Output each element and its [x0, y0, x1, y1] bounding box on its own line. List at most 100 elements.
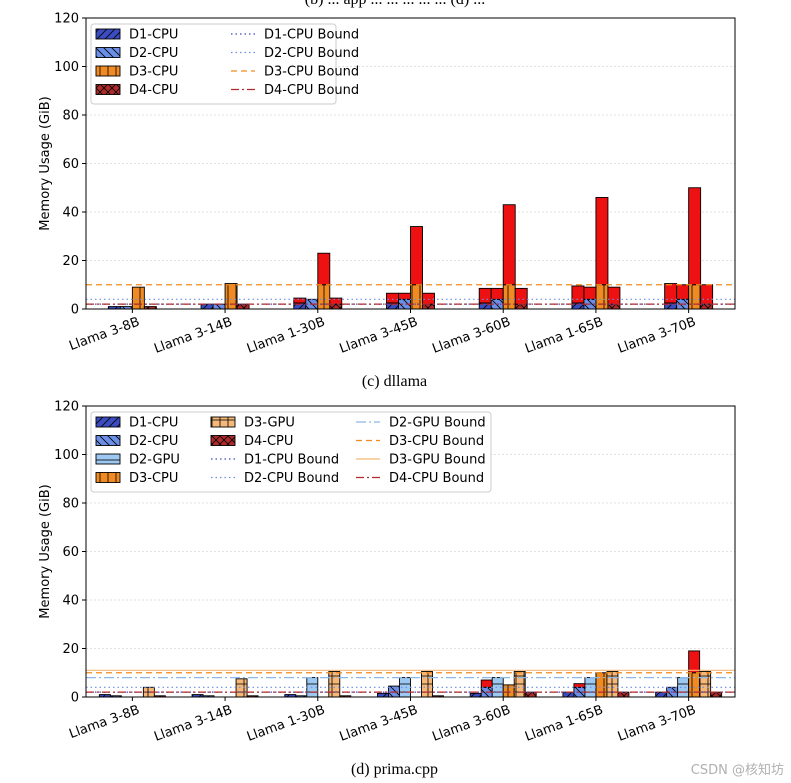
bar-overflow-d2-cpu-llama-1-65b	[573, 683, 586, 688]
y-tick-label: 40	[62, 594, 79, 609]
legend-label-d2-cpu: D2-CPU	[129, 434, 178, 449]
y-tick-label: 120	[54, 12, 79, 27]
legend-label-d3-gpu: D3-GPU	[244, 416, 295, 431]
bar-d3-cpu-llama-3-45b	[410, 284, 423, 310]
legend-label-d4-cpu-bound: D4-CPU Bound	[389, 471, 484, 486]
bar-d1-cpu-llama-3-45b	[377, 692, 389, 698]
bar-d4-cpu-llama-3-70b	[710, 691, 723, 698]
legend-label-d2-gpu-bound: D2-GPU Bound	[389, 416, 486, 431]
bar-overflow-d2-cpu-llama-3-60b	[490, 287, 504, 300]
bar-d4-cpu-llama-3-14b	[236, 303, 250, 310]
bar-d4-cpu-llama-3-45b	[422, 303, 435, 310]
legend-label-d1-cpu: D1-CPU	[129, 28, 178, 43]
legend-label-d4-cpu: D4-CPU	[244, 434, 293, 449]
bar-d4-cpu-llama-3-60b	[524, 691, 537, 698]
legend: D1-CPU D1-CPU Bound D2-CPU D2-CPU Bound D3-C…	[90, 23, 359, 105]
bar-overflow-d2-cpu-llama-3-60b	[480, 679, 493, 688]
legend-label-d4-cpu-bound: D4-CPU Bound	[264, 83, 359, 98]
x-tick-label: Llama 3-14B	[152, 703, 234, 745]
legend-label-d2-gpu: D2-GPU	[129, 453, 180, 468]
bar-d3-gpu-llama-1-65b	[606, 671, 619, 698]
legend-swatch-d1-cpu	[95, 416, 121, 428]
chart-prima-cpp: 0 20 40 60 80 100 120 Llama 3-8B Llama 3-14B Llam…	[38, 400, 736, 778]
bar-overflow-d3-cpu-llama-3-70b	[688, 650, 701, 674]
y-tick-label: 80	[62, 109, 79, 124]
bar-d3-gpu-llama-1-30b	[328, 671, 341, 698]
bar-d1-cpu-llama-3-60b	[469, 692, 482, 698]
legend-swatch-d3-cpu	[95, 472, 121, 483]
bar-overflow-d1-cpu-llama-1-30b	[293, 297, 307, 304]
legend-swatch-d3-cpu	[95, 65, 121, 77]
legend-swatch-d1-cpu	[95, 28, 121, 40]
legend-frame	[90, 411, 492, 493]
bar-d4-cpu-llama-1-30b	[329, 303, 343, 310]
x-tick-label: Llama 3-8B	[67, 315, 141, 354]
legend-swatch-d2-gpu	[95, 453, 121, 465]
bar-overflow-d3-cpu-llama-3-60b	[502, 204, 516, 286]
bar-d2-cpu-llama-3-14b	[212, 303, 226, 310]
bar-overflow-d1-cpu-llama-3-70b	[664, 283, 678, 304]
bar-overflow-d3-cpu-llama-3-70b	[688, 187, 702, 286]
watermark: CSDN @核知坊	[691, 762, 784, 778]
legend-label-d3-cpu-bound: D3-CPU Bound	[264, 65, 359, 80]
y-tick-label: 60	[62, 545, 79, 560]
bar-d3-gpu-llama-3-45b	[421, 671, 433, 698]
legend-label-d2-cpu-bound: D2-CPU Bound	[244, 471, 339, 486]
chart-caption: (d) prima.cpp	[351, 761, 438, 778]
bar-d4-cpu-llama-3-70b	[700, 303, 714, 310]
y-axis-label: Memory Usage (GiB)	[38, 96, 53, 230]
y-tick-label: 100	[54, 60, 79, 75]
x-tick-label: Llama 1-30B	[245, 315, 327, 357]
bar-overflow-d4-cpu-llama-3-60b	[514, 287, 528, 305]
x-tick-label: Llama 3-45B	[338, 315, 420, 357]
bar-overflow-d3-cpu-llama-3-45b	[410, 226, 423, 286]
x-tick-label: Llama 1-65B	[523, 703, 605, 745]
bar-overflow-d4-cpu-llama-3-70b	[700, 284, 714, 305]
bar-d4-cpu-llama-3-60b	[514, 303, 528, 310]
y-tick-label: 40	[62, 206, 79, 221]
legend-label-d3-cpu: D3-CPU	[129, 471, 178, 486]
bar-d3-cpu-llama-1-30b	[317, 284, 331, 310]
x-tick-label: Llama 1-30B	[245, 703, 327, 745]
y-tick-label: 100	[54, 448, 79, 463]
x-tick-label: Llama 3-60B	[430, 703, 512, 745]
bar-overflow-d1-cpu-llama-3-45b	[386, 292, 399, 304]
bar-d3-cpu-llama-3-70b	[688, 284, 702, 310]
y-tick-label: 60	[62, 157, 79, 172]
bar-d3-cpu-llama-3-60b	[502, 284, 516, 310]
bar-d1-cpu-llama-1-65b	[562, 691, 575, 698]
bar-overflow-d1-cpu-llama-3-60b	[478, 287, 492, 304]
x-tick-label: Llama 3-70B	[616, 315, 698, 357]
bar-d4-cpu-llama-1-65b	[607, 303, 621, 310]
legend-label-d4-cpu: D4-CPU	[129, 83, 178, 98]
bar-d1-cpu-llama-3-14b	[200, 303, 214, 310]
y-tick-label: 20	[62, 254, 79, 269]
bar-overflow-d4-cpu-llama-3-45b	[422, 292, 435, 305]
legend-label-d3-cpu-bound: D3-CPU Bound	[389, 434, 484, 449]
legend-label-d1-cpu-bound: D1-CPU Bound	[264, 28, 359, 43]
legend-swatch-d3-gpu	[210, 416, 236, 428]
legend-label-d3-gpu-bound: D3-GPU Bound	[389, 453, 486, 468]
legend-swatch-d2-cpu	[95, 47, 121, 58]
bar-overflow-d4-cpu-llama-1-30b	[329, 297, 343, 305]
legend-swatch-d4-cpu	[95, 84, 121, 95]
legend-label-d1-cpu-bound: D1-CPU Bound	[244, 453, 339, 468]
legend-swatch-d4-cpu	[210, 435, 236, 446]
bar-overflow-d3-cpu-llama-1-65b	[595, 196, 609, 286]
bar-overflow-d4-cpu-llama-1-65b	[607, 286, 621, 305]
y-tick-label: 20	[62, 642, 79, 657]
y-axis-label: Memory Usage (GiB)	[38, 484, 53, 618]
y-tick-label: 80	[62, 497, 79, 512]
y-tick-label: 0	[71, 303, 79, 318]
bar-d3-cpu-llama-1-65b	[595, 672, 608, 698]
bar-overflow-d1-cpu-llama-1-65b	[571, 285, 585, 304]
x-tick-label: Llama 3-60B	[430, 315, 512, 357]
y-tick-label: 120	[54, 400, 79, 415]
bar-overflow-d2-cpu-llama-1-65b	[583, 286, 597, 300]
legend-label-d2-cpu-bound: D2-CPU Bound	[264, 46, 359, 61]
bar-d3-cpu-llama-3-70b	[688, 672, 701, 698]
chart-dllama: 0 20 40 60 80 100 120 Llama 3-8B Llama 3-14B Llam…	[38, 12, 736, 390]
legend-label-d1-cpu: D1-CPU	[129, 416, 178, 431]
bar-overflow-d2-cpu-llama-3-45b	[398, 292, 411, 300]
